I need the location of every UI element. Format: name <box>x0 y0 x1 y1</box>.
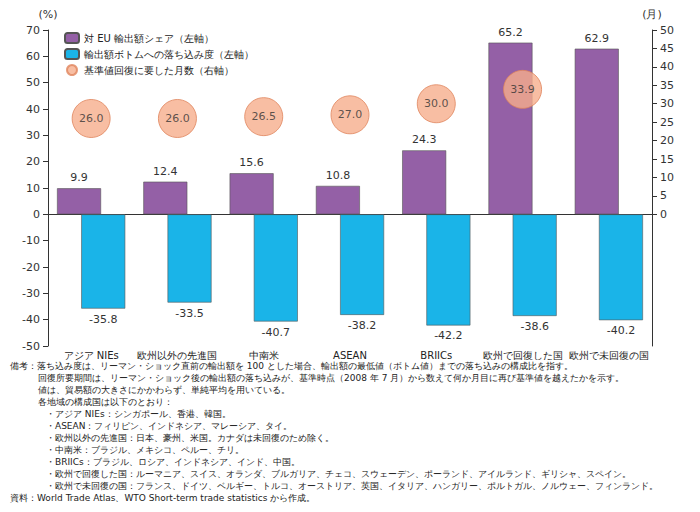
svg-text:20: 20 <box>660 134 674 147</box>
svg-text:40: 40 <box>660 60 674 73</box>
svg-text:25: 25 <box>660 116 674 129</box>
svg-text:輸出額ボトムへの落ち込み度（左軸）: 輸出額ボトムへの落ち込み度（左軸） <box>84 49 254 60</box>
svg-text:26.0: 26.0 <box>165 112 190 125</box>
html-text:値は、貿易額の大きさにかかわらず、単純平均を用いている。: 値は、貿易額の大きさにかかわらず、単純平均を用いている。 <box>38 385 290 395</box>
svg-text:(%): (%) <box>38 8 57 21</box>
svg-text:BRIICs: BRIICs <box>420 350 452 361</box>
html-text:各地域の構成国は以下のとおり：: 各地域の構成国は以下のとおり： <box>38 397 173 407</box>
svg-text:ASEAN: ASEAN <box>333 350 367 361</box>
svg-text:12.4: 12.4 <box>153 165 178 178</box>
svg-text:中南米: 中南米 <box>249 350 279 361</box>
html-text:・アジア NIEs：シンガポール、香港、韓国。: ・アジア NIEs：シンガポール、香港、韓国。 <box>46 409 231 419</box>
svg-text:24.3: 24.3 <box>412 133 437 146</box>
svg-text:30: 30 <box>660 97 674 110</box>
svg-text:50: 50 <box>26 76 40 89</box>
svg-text:アジア NIEs: アジア NIEs <box>64 350 119 361</box>
html-text:備考：落ち込み度は、リーマン・ショック直前の輸出額を 100: 備考：落ち込み度は、リーマン・ショック直前の輸出額を 100 とした場合、輸出額… <box>10 361 573 371</box>
svg-text:9.9: 9.9 <box>70 171 88 184</box>
html-text:・中南米：ブラジル、メキシコ、ペルー、チリ。: ・中南米：ブラジル、メキシコ、ペルー、チリ。 <box>46 445 244 455</box>
svg-text:5: 5 <box>660 189 667 202</box>
html-text:・欧州で回復した国：ルーマニア、スイス、オランダ、ブルガリア: ・欧州で回復した国：ルーマニア、スイス、オランダ、ブルガリア、チェコ、スウェーデ… <box>46 469 631 479</box>
svg-text:欧州以外の先進国: 欧州以外の先進国 <box>137 350 217 361</box>
svg-text:(月): (月) <box>642 8 662 21</box>
html-text:・欧州で未回復の国：フランス、ドイツ、ベルギー、トルコ、オー: ・欧州で未回復の国：フランス、ドイツ、ベルギー、トルコ、オーストリア、英国、イタ… <box>46 481 658 491</box>
svg-text:35: 35 <box>660 79 674 92</box>
svg-text:-40.7: -40.7 <box>262 326 290 339</box>
svg-text:-10: -10 <box>22 234 40 247</box>
svg-text:-40.2: -40.2 <box>607 324 635 337</box>
html-text:・ASEAN：フィリピン、インドネシア、マレーシア、タイ。: ・ASEAN：フィリピン、インドネシア、マレーシア、タイ。 <box>46 421 293 431</box>
svg-text:10: 10 <box>660 171 674 184</box>
svg-text:欧州で未回復の国: 欧州で未回復の国 <box>569 350 649 361</box>
svg-text:62.9: 62.9 <box>585 32 610 45</box>
svg-text:50: 50 <box>660 24 674 37</box>
svg-text:15.6: 15.6 <box>239 156 264 169</box>
svg-text:26.5: 26.5 <box>251 110 276 123</box>
svg-text:-38.2: -38.2 <box>348 319 376 332</box>
svg-text:-30: -30 <box>22 287 40 300</box>
svg-text:30.0: 30.0 <box>424 97 449 110</box>
svg-text:-50: -50 <box>22 340 40 353</box>
svg-text:10: 10 <box>26 182 40 195</box>
svg-text:0: 0 <box>33 208 40 221</box>
svg-text:-33.5: -33.5 <box>175 307 203 320</box>
svg-text:60: 60 <box>26 50 40 63</box>
svg-text:65.2: 65.2 <box>498 26 523 39</box>
svg-text:30: 30 <box>26 129 40 142</box>
svg-text:70: 70 <box>26 24 40 37</box>
svg-text:33.9: 33.9 <box>510 83 535 96</box>
svg-text:45: 45 <box>660 42 674 55</box>
svg-text:-38.6: -38.6 <box>520 320 548 333</box>
svg-text:0: 0 <box>660 208 667 221</box>
svg-text:-35.8: -35.8 <box>89 313 117 326</box>
svg-text:26.0: 26.0 <box>79 112 104 125</box>
svg-text:-40: -40 <box>22 313 40 326</box>
svg-text:-20: -20 <box>22 261 40 274</box>
html-text:・欧州以外の先進国：日本、豪州、米国。カナダは未回復のため除: ・欧州以外の先進国：日本、豪州、米国。カナダは未回復のため除く。 <box>46 433 334 443</box>
svg-text:27.0: 27.0 <box>338 108 363 121</box>
svg-text:10.8: 10.8 <box>326 169 351 182</box>
svg-text:対 EU 輸出額シェア（左軸）: 対 EU 輸出額シェア（左軸） <box>84 33 214 44</box>
svg-text:基準値回復に要した月数（右軸）: 基準値回復に要した月数（右軸） <box>84 65 234 76</box>
html-text:回復所要期間は、リーマン・ショック後の輸出額の落ち込みが、基: 回復所要期間は、リーマン・ショック後の輸出額の落ち込みが、基準時点（2008 年… <box>38 373 625 383</box>
svg-text:-42.2: -42.2 <box>434 329 462 342</box>
html-text:資料：World Trade Atlas、WTO Short: 資料：World Trade Atlas、WTO Short-term trad… <box>10 493 316 503</box>
html-text:・BRIICs：ブラジル、ロシア、インドネシア、インド、中国: ・BRIICs：ブラジル、ロシア、インドネシア、インド、中国。 <box>46 457 300 467</box>
svg-text:15: 15 <box>660 153 674 166</box>
svg-text:20: 20 <box>26 155 40 168</box>
svg-text:40: 40 <box>26 103 40 116</box>
svg-text:欧州で回復した国: 欧州で回復した国 <box>483 350 563 361</box>
